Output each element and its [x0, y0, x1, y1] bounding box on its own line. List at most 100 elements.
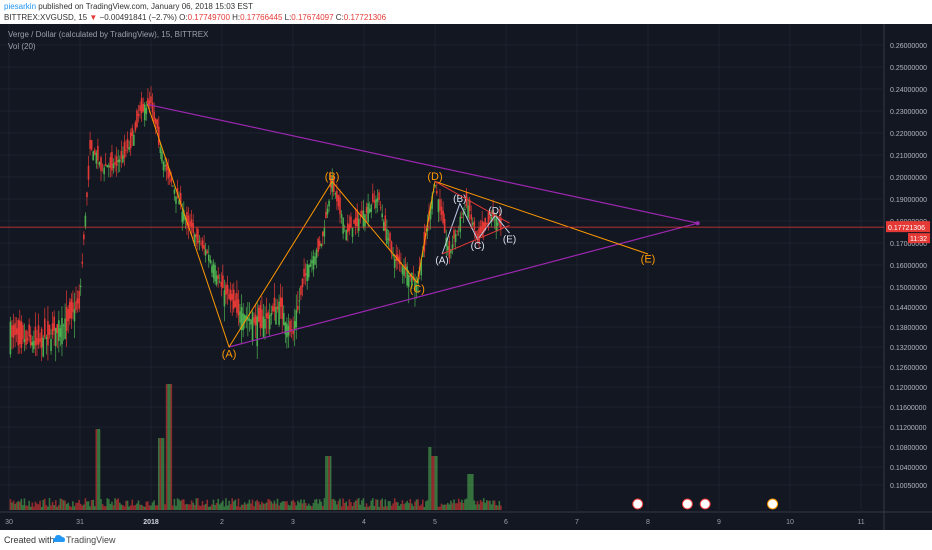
- candle-body: [25, 330, 27, 345]
- volume-bar: [9, 499, 12, 510]
- price-tick-label: 0.25000000: [890, 65, 927, 72]
- volume-bar: [42, 499, 45, 510]
- chart-area[interactable]: 0.26000000 0.25000000 0.24000000 0.23000000…: [0, 24, 932, 530]
- candle-body: [217, 275, 219, 279]
- volume-bar: [440, 503, 443, 510]
- candle-body: [97, 145, 99, 161]
- author-link[interactable]: piesarkin: [4, 2, 37, 11]
- volume-bar: [151, 502, 154, 510]
- candle-body: [293, 321, 296, 331]
- candle-body: [240, 307, 243, 331]
- candle-body: [195, 234, 198, 238]
- price-tick-label: 0.20000000: [890, 175, 927, 182]
- volume-bar: [272, 503, 274, 510]
- volume-bar: [47, 506, 49, 510]
- volume-bar: [101, 504, 104, 510]
- candle-body: [301, 278, 304, 288]
- volume-bar: [390, 505, 393, 510]
- candle-body: [181, 211, 184, 223]
- open-label: O:: [179, 13, 188, 22]
- candle-body: [487, 212, 490, 225]
- volume-bar: [328, 456, 330, 510]
- volume-bar: [123, 506, 126, 510]
- candle-body: [254, 314, 257, 326]
- candle-body: [228, 293, 230, 300]
- candle-body: [473, 221, 476, 231]
- volume-bar: [478, 504, 480, 510]
- volume-bar: [108, 499, 110, 510]
- candle-body: [242, 313, 244, 331]
- volume-bar: [450, 500, 452, 510]
- volume-bar: [237, 498, 240, 510]
- volume-bar: [420, 504, 423, 510]
- volume-bar: [353, 502, 355, 510]
- volume-bar: [443, 504, 446, 510]
- volume-bar: [222, 500, 224, 510]
- volume-bar: [264, 503, 266, 510]
- volume-bar: [218, 504, 221, 510]
- volume-bar: [439, 506, 441, 510]
- candle-body: [86, 192, 88, 198]
- volume-bar: [187, 504, 190, 510]
- candle-body: [159, 147, 162, 154]
- volume-bar: [190, 500, 193, 510]
- candle-body: [264, 319, 266, 329]
- candle-body: [265, 313, 268, 318]
- candle-body: [147, 98, 149, 106]
- candle-body: [387, 238, 390, 240]
- volume-bar: [395, 502, 398, 510]
- candle-body: [22, 325, 24, 340]
- candle-body: [250, 319, 252, 325]
- volume-bar: [381, 498, 383, 510]
- candle-body: [218, 281, 221, 283]
- volume-bar: [62, 500, 65, 510]
- candle-body: [270, 313, 273, 316]
- time-tick-label: 6: [504, 519, 508, 526]
- volume-bar: [165, 384, 168, 510]
- volume-bar: [97, 429, 99, 510]
- orange-wave-label: (A): [222, 349, 237, 361]
- price-tick-label: 0.26000000: [890, 43, 927, 50]
- candle-body: [122, 155, 124, 163]
- volume-bar: [482, 498, 485, 510]
- volume-bar: [415, 499, 418, 510]
- volume-bar: [14, 503, 16, 510]
- candle-body: [148, 100, 151, 106]
- candle-body: [479, 226, 482, 234]
- orange-wave-label: (C): [410, 284, 425, 296]
- volume-bar: [470, 474, 473, 510]
- volume-bar: [403, 504, 405, 510]
- down-arrow-icon: ▼: [89, 13, 98, 22]
- time-tick-label: 9: [717, 519, 721, 526]
- candle-body: [226, 284, 229, 294]
- volume-bar: [284, 501, 287, 510]
- volume-bar: [183, 499, 185, 510]
- volume-bar: [300, 499, 302, 510]
- volume-bar: [186, 503, 188, 510]
- price-chart[interactable]: 0.26000000 0.25000000 0.24000000 0.23000000…: [0, 24, 932, 530]
- volume-bar: [240, 504, 243, 510]
- ohlc-line: BITTREX:XVGUSD, 15 ▼ −0.00491841 (−2.7%)…: [4, 13, 386, 22]
- volume-bar: [461, 499, 463, 510]
- candle-body: [253, 317, 255, 324]
- volume-bar: [12, 500, 15, 510]
- price-tick-label: 0.13800000: [890, 325, 927, 332]
- candle-body: [128, 147, 130, 150]
- candle-body: [289, 320, 291, 333]
- price-tick-label: 0.10050000: [890, 483, 927, 490]
- volume-bar: [100, 498, 102, 510]
- volume-bar: [197, 498, 199, 510]
- volume-bar: [428, 447, 430, 510]
- candle-body: [9, 321, 12, 355]
- candle-body: [300, 285, 302, 295]
- volume-bar: [464, 499, 466, 510]
- candle-body: [43, 318, 46, 337]
- volume-bar: [164, 504, 166, 510]
- low-value: 0.17674097: [291, 13, 334, 22]
- volume-bar: [131, 499, 134, 510]
- tradingview-brand[interactable]: TradingView: [66, 535, 116, 545]
- volume-bar: [457, 498, 460, 510]
- candle-body: [342, 217, 344, 234]
- candle-body: [172, 185, 174, 187]
- candle-body: [248, 318, 251, 321]
